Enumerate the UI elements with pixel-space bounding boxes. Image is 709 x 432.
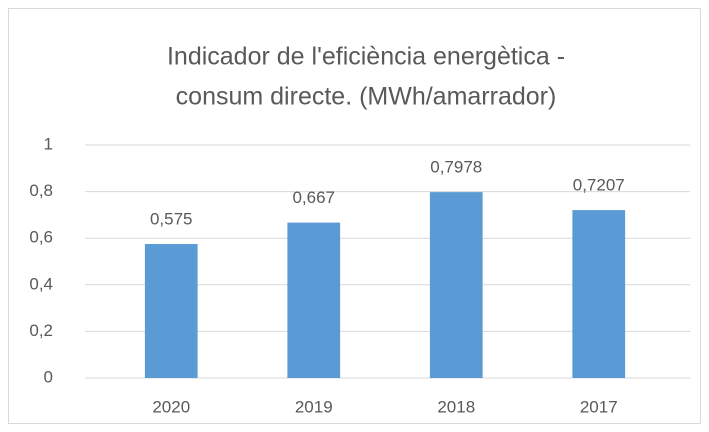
bar — [429, 192, 483, 378]
chart-title: consum directe. (MWh/amarrador) — [176, 83, 557, 111]
x-tick-label: 2019 — [295, 397, 333, 416]
data-label: 0,7978 — [430, 158, 482, 177]
data-label: 0,575 — [150, 210, 193, 229]
y-tick-label: 0,6 — [29, 228, 53, 247]
data-label: 0,667 — [292, 188, 335, 207]
y-tick-label: 0,8 — [29, 181, 53, 200]
chart-title: Indicador de l'eficiència energètica - — [167, 43, 565, 71]
y-tick-label: 1 — [44, 134, 53, 153]
data-label: 0,7207 — [573, 176, 625, 195]
x-tick-label: 2020 — [152, 397, 190, 416]
bar — [144, 244, 198, 378]
x-tick-label: 2018 — [437, 397, 475, 416]
y-tick-label: 0 — [44, 367, 53, 386]
x-tick-label: 2017 — [580, 397, 618, 416]
y-tick-label: 0,2 — [29, 321, 53, 340]
bar — [572, 210, 626, 378]
y-tick-label: 0,4 — [29, 274, 53, 293]
bar — [287, 222, 341, 378]
